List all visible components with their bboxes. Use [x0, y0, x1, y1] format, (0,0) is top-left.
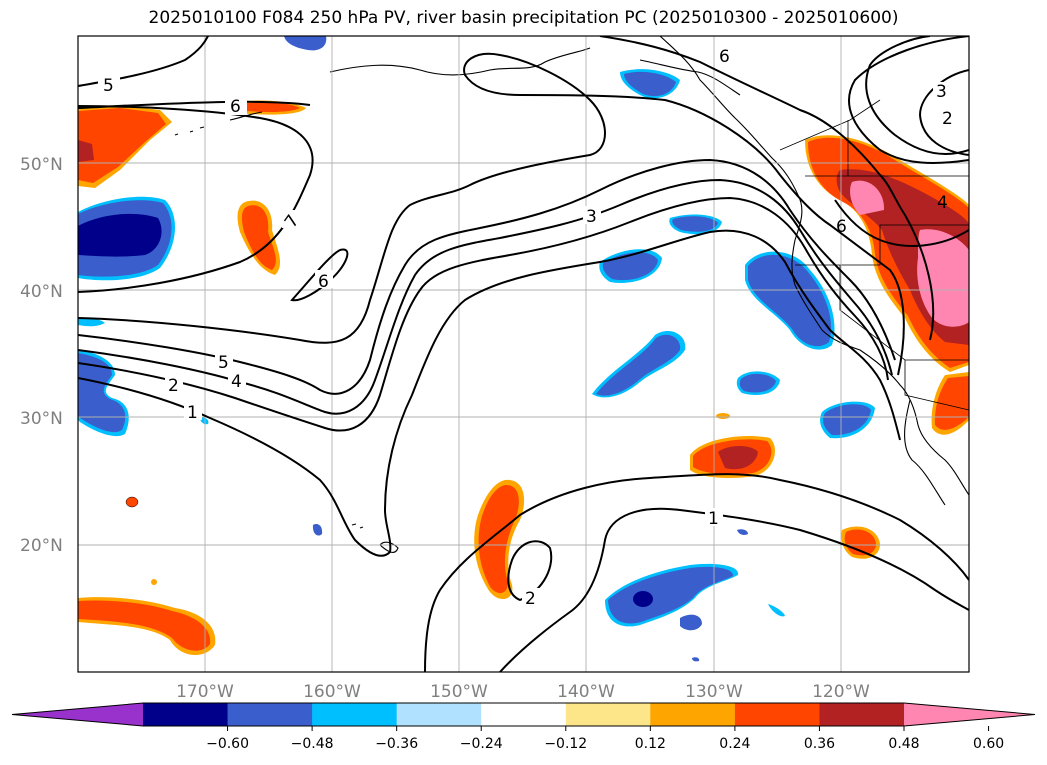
- colorbar-tick-label: 0.60: [973, 736, 1004, 752]
- gridlines: [78, 36, 969, 672]
- lat-tick-label: 40°N: [20, 282, 63, 302]
- contour-label: 5: [218, 353, 229, 373]
- colorbar-segment: [734, 703, 820, 726]
- lon-tick-label: 130°W: [685, 682, 743, 702]
- colorbar-segment: [481, 703, 567, 726]
- contour-label: 5: [103, 76, 114, 96]
- contour-pv-2: [78, 196, 889, 432]
- chart-title: 2025010100 F084 250 hPa PV, river basin …: [148, 8, 899, 28]
- contour-pv-3-right: [848, 36, 969, 164]
- coastlines: [174, 36, 969, 553]
- colorbar-segment: [227, 703, 313, 726]
- lon-tick-label: 120°W: [812, 682, 870, 702]
- colorbar-tick-label: 0.24: [719, 736, 750, 752]
- colorbar-ticks: −0.60 −0.48 −0.36 −0.24 −0.12 0.12 0.24 0.36 0.4…: [206, 726, 1004, 752]
- colorbar-tick-label: −0.48: [291, 736, 334, 752]
- lon-tick-label: 160°W: [303, 682, 361, 702]
- contour-labels: 5 6 7 6 5 4 2 1 3 6 3 2 4 6 1: [98, 46, 957, 609]
- lat-tick-label: 30°N: [20, 409, 63, 429]
- colorbar-segment: [396, 703, 482, 726]
- colorbar-extend-high: [904, 703, 1035, 726]
- contour-pv-5: [78, 158, 896, 395]
- contour-pv-6-right: [834, 199, 969, 247]
- contour-label: 2: [525, 589, 536, 609]
- colorbar-extend-low: [12, 703, 143, 726]
- colorbar-tick-label: 0.36: [804, 736, 835, 752]
- colorbar-tick-label: 0.12: [635, 736, 666, 752]
- colorbar-outline: [11, 702, 1036, 727]
- contour-label: 1: [187, 403, 198, 423]
- contour-pv-upper-big: [78, 52, 905, 376]
- lat-tick-label: 20°N: [20, 536, 63, 556]
- contour-pv-7: [78, 105, 314, 293]
- contour-pv-south-2: [499, 507, 969, 672]
- contour-label: 6: [230, 97, 241, 117]
- pv-contours: [78, 36, 969, 672]
- colorbar-segment: [143, 703, 229, 726]
- contour-label: 2: [168, 376, 179, 396]
- contour-pv-3-north: [599, 36, 935, 341]
- lon-tick-label: 170°W: [176, 682, 234, 702]
- colorbar: −0.60 −0.48 −0.36 −0.24 −0.12 0.12 0.24 0.36 0.4…: [11, 702, 1036, 752]
- colorbar-tick-label: −0.36: [375, 736, 418, 752]
- positive-shading: [78, 100, 969, 656]
- negative-shading: [78, 36, 875, 662]
- lon-tick-label: 140°W: [557, 682, 615, 702]
- map-frame: [77, 35, 970, 673]
- contour-label: 3: [936, 82, 947, 102]
- contour-label: 2: [942, 109, 953, 129]
- lat-tick-label: 50°N: [20, 155, 63, 175]
- colorbar-segment: [565, 703, 651, 726]
- contour-pv-4: [78, 178, 893, 415]
- lon-tick-label: 150°W: [430, 682, 488, 702]
- lon-tick-labels: 170°W 160°W 150°W 140°W 130°W 120°W: [176, 682, 870, 702]
- colorbar-segment: [312, 703, 398, 726]
- contour-label: 4: [231, 372, 242, 392]
- contour-label: 6: [836, 217, 847, 237]
- lat-tick-labels: 20°N 30°N 40°N 50°N: [20, 155, 63, 556]
- contour-pv-2-right: [918, 69, 969, 156]
- contour-label: 6: [719, 47, 730, 67]
- contour-pv-south-loop: [507, 540, 553, 602]
- contour-pv-4-right: [865, 36, 969, 156]
- contour-label: 6: [318, 272, 329, 292]
- colorbar-segment: [650, 703, 736, 726]
- colorbar-tick-label: 0.48: [888, 736, 919, 752]
- colorbar-segment: [819, 703, 905, 726]
- political-borders: [779, 99, 969, 411]
- colorbar-tick-label: −0.12: [544, 736, 587, 752]
- map-panel: 5 6 7 6 5 4 2 1 3 6 3 2 4 6 1: [78, 36, 969, 672]
- contour-label: 4: [937, 193, 948, 213]
- colorbar-tick-label: −0.60: [206, 736, 249, 752]
- colorbar-segments: [11, 702, 1036, 727]
- colorbar-tick-label: −0.24: [460, 736, 503, 752]
- contour-pv-south-1: [424, 473, 969, 672]
- contour-label: 3: [586, 207, 597, 227]
- contour-label: 1: [708, 509, 719, 529]
- contour-pv-1: [78, 229, 901, 557]
